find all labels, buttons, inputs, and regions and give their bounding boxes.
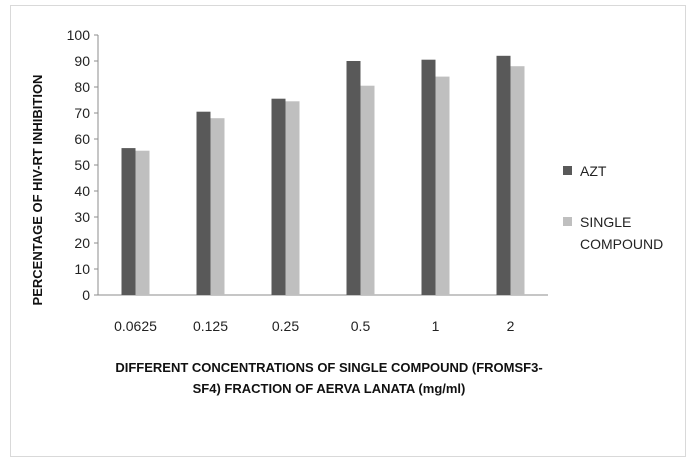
x-tick-label: 0.25 bbox=[272, 318, 299, 334]
legend-label: AZT bbox=[580, 163, 607, 179]
x-tick-label: 0.0625 bbox=[114, 318, 157, 334]
bar-single-compound bbox=[510, 66, 525, 295]
legend-swatch bbox=[563, 217, 572, 226]
x-tick-label: 0.125 bbox=[193, 318, 228, 334]
y-tick-label: 0 bbox=[82, 287, 90, 303]
y-axis-title: PERCENTAGE OF HIV-RT INHIBITION bbox=[30, 75, 45, 306]
bar-azt bbox=[421, 59, 436, 296]
x-tick-label: 1 bbox=[432, 318, 440, 334]
bar-azt bbox=[496, 55, 511, 295]
bars bbox=[121, 55, 525, 296]
y-tick-label: 20 bbox=[74, 235, 90, 251]
y-tick-label: 60 bbox=[74, 131, 90, 147]
bar-single-compound bbox=[435, 76, 450, 295]
bar-single-compound bbox=[135, 150, 150, 295]
axes bbox=[97, 35, 548, 296]
x-tick-labels: 0.0625 0.125 0.25 0.5 1 2 bbox=[114, 318, 515, 334]
x-axis-title-line-2: SF4) FRACTION OF AERVA LANATA (mg/ml) bbox=[193, 381, 466, 396]
y-tick-label: 70 bbox=[74, 105, 90, 121]
y-tick-label: 90 bbox=[74, 53, 90, 69]
y-tick-label: 10 bbox=[74, 261, 90, 277]
legend-swatch bbox=[563, 166, 572, 175]
legend: AZT SINGLE COMPOUND bbox=[563, 163, 663, 252]
legend-label: COMPOUND bbox=[580, 236, 663, 252]
y-tick-label: 80 bbox=[74, 79, 90, 95]
bar-azt bbox=[121, 148, 136, 295]
bar-azt bbox=[346, 61, 361, 295]
bar-azt bbox=[196, 111, 211, 295]
bar-single-compound bbox=[285, 101, 300, 295]
y-tick-label: 100 bbox=[67, 27, 91, 43]
y-tick-label: 30 bbox=[74, 209, 90, 225]
y-tick-label: 40 bbox=[74, 183, 90, 199]
y-tick-labels: 0 10 20 30 40 50 60 70 80 90 100 bbox=[67, 27, 98, 303]
bar-azt bbox=[271, 98, 286, 295]
x-tick-label: 2 bbox=[507, 318, 515, 334]
y-tick-label: 50 bbox=[74, 157, 90, 173]
x-tick-label: 0.5 bbox=[351, 318, 371, 334]
legend-label: SINGLE bbox=[580, 214, 631, 230]
bar-single-compound bbox=[360, 85, 375, 295]
bar-single-compound bbox=[210, 118, 225, 295]
x-axis-title-line-1: DIFFERENT CONCENTRATIONS OF SINGLE COMPO… bbox=[115, 360, 542, 375]
